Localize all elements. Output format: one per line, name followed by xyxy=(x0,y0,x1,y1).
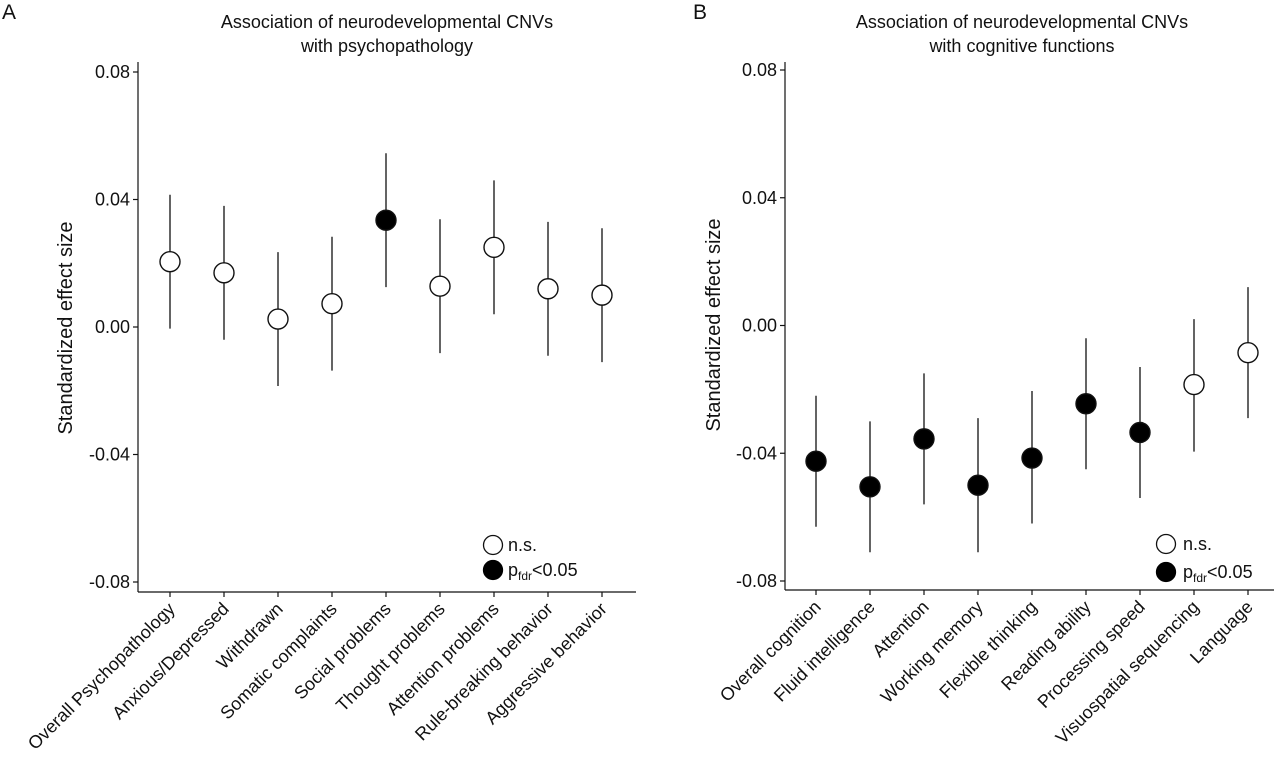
legend-a-ns-label: n.s. xyxy=(508,535,537,555)
panel-b-x-tick-label: Flexible thinking xyxy=(935,597,1040,702)
legend-a-sig-marker xyxy=(482,559,504,581)
panel-b-point xyxy=(1237,341,1259,364)
panel-a-y-tick-label: -0.08 xyxy=(89,572,130,592)
panel-b-y-tick-label: -0.08 xyxy=(736,571,777,591)
panel-a-y-ticks: 0.08 0.04 0.00 -0.04 -0.08 xyxy=(89,62,138,592)
panel-b-point xyxy=(913,428,935,450)
panel-b-y-ticks: 0.08 0.04 0.00 -0.04 -0.08 xyxy=(736,60,785,591)
panel-b-x-tick-label: Fluid intelligence xyxy=(770,597,879,706)
legend-b-sig-label: pfdr<0.05 xyxy=(1183,562,1253,585)
panel-b-point xyxy=(1021,447,1043,469)
panel-b-title-line-1: Association of neurodevelopmental CNVs xyxy=(856,12,1188,32)
legend-a-sig-rest: <0.05 xyxy=(532,560,578,580)
panel-b-point xyxy=(1129,421,1151,444)
panel-a-x-tick-label: Social problems xyxy=(290,599,395,704)
panel-a-title-line-2: with psychopathology xyxy=(300,36,473,56)
panel-a-legend: n.s. pfdr<0.05 xyxy=(482,534,578,583)
panel-b-x-tick-label: Overall cognition xyxy=(716,597,825,706)
legend-b-sig-sub: fdr xyxy=(1193,571,1207,585)
panel-letter-a: A xyxy=(2,1,16,24)
panel-b-legend: n.s. pfdr<0.05 xyxy=(1155,533,1253,585)
legend-b-ns-label: n.s. xyxy=(1183,534,1212,554)
panel-b-point xyxy=(1075,393,1097,415)
panel-a-point xyxy=(375,209,397,231)
legend-b-sig-p: p xyxy=(1183,562,1193,582)
panel-letter-b: B xyxy=(693,1,707,24)
legend-b-ns-marker xyxy=(1155,533,1177,555)
legend-a-sig-label: pfdr<0.05 xyxy=(508,560,578,583)
panel-b-title-line-2: with cognitive functions xyxy=(928,36,1114,56)
panel-b-point xyxy=(1183,373,1205,396)
panel-a-point xyxy=(483,236,505,259)
panel-b-y-tick-label: 0.00 xyxy=(742,316,777,336)
panel-a-point xyxy=(591,284,613,306)
panel-b-point xyxy=(967,474,989,496)
panel-b-y-axis-label: Standardized effect size xyxy=(703,218,725,431)
panel-b-point xyxy=(805,450,827,472)
legend-a-ns-marker xyxy=(482,534,504,556)
legend-b-sig-marker xyxy=(1155,561,1177,583)
panel-a-point xyxy=(321,293,343,315)
panel-a: A Association of neurodevelopmental CNVs… xyxy=(2,1,636,754)
legend-a-sig-p: p xyxy=(508,560,518,580)
panel-b-points xyxy=(805,287,1259,553)
panel-a-y-axis-label: Standardized effect size xyxy=(55,221,77,434)
legend-b-sig-rest: <0.05 xyxy=(1207,562,1253,582)
panel-a-y-tick-label: -0.04 xyxy=(89,445,130,465)
panel-a-point xyxy=(267,308,289,330)
panel-b-y-tick-label: 0.08 xyxy=(742,60,777,80)
panel-b-point xyxy=(859,476,881,498)
legend-a-sig-sub: fdr xyxy=(518,569,532,583)
panel-b-y-tick-label: 0.04 xyxy=(742,188,777,208)
panel-a-y-tick-label: 0.00 xyxy=(95,317,130,337)
panel-b-y-tick-label: -0.04 xyxy=(736,443,777,463)
panel-a-points xyxy=(159,153,613,386)
panel-a-point xyxy=(213,262,235,284)
panel-a-point xyxy=(429,275,451,297)
panel-a-point xyxy=(159,250,181,273)
panel-a-point xyxy=(537,278,559,300)
panel-a-x-ticks: Overall PsychopathologyAnxious/Depressed… xyxy=(24,592,611,754)
panel-a-title-line-1: Association of neurodevelopmental CNVs xyxy=(221,12,553,32)
panel-a-y-tick-label: 0.08 xyxy=(95,62,130,82)
panel-b: B Association of neurodevelopmental CNVs… xyxy=(693,1,1274,748)
panel-a-y-tick-label: 0.04 xyxy=(95,190,130,210)
